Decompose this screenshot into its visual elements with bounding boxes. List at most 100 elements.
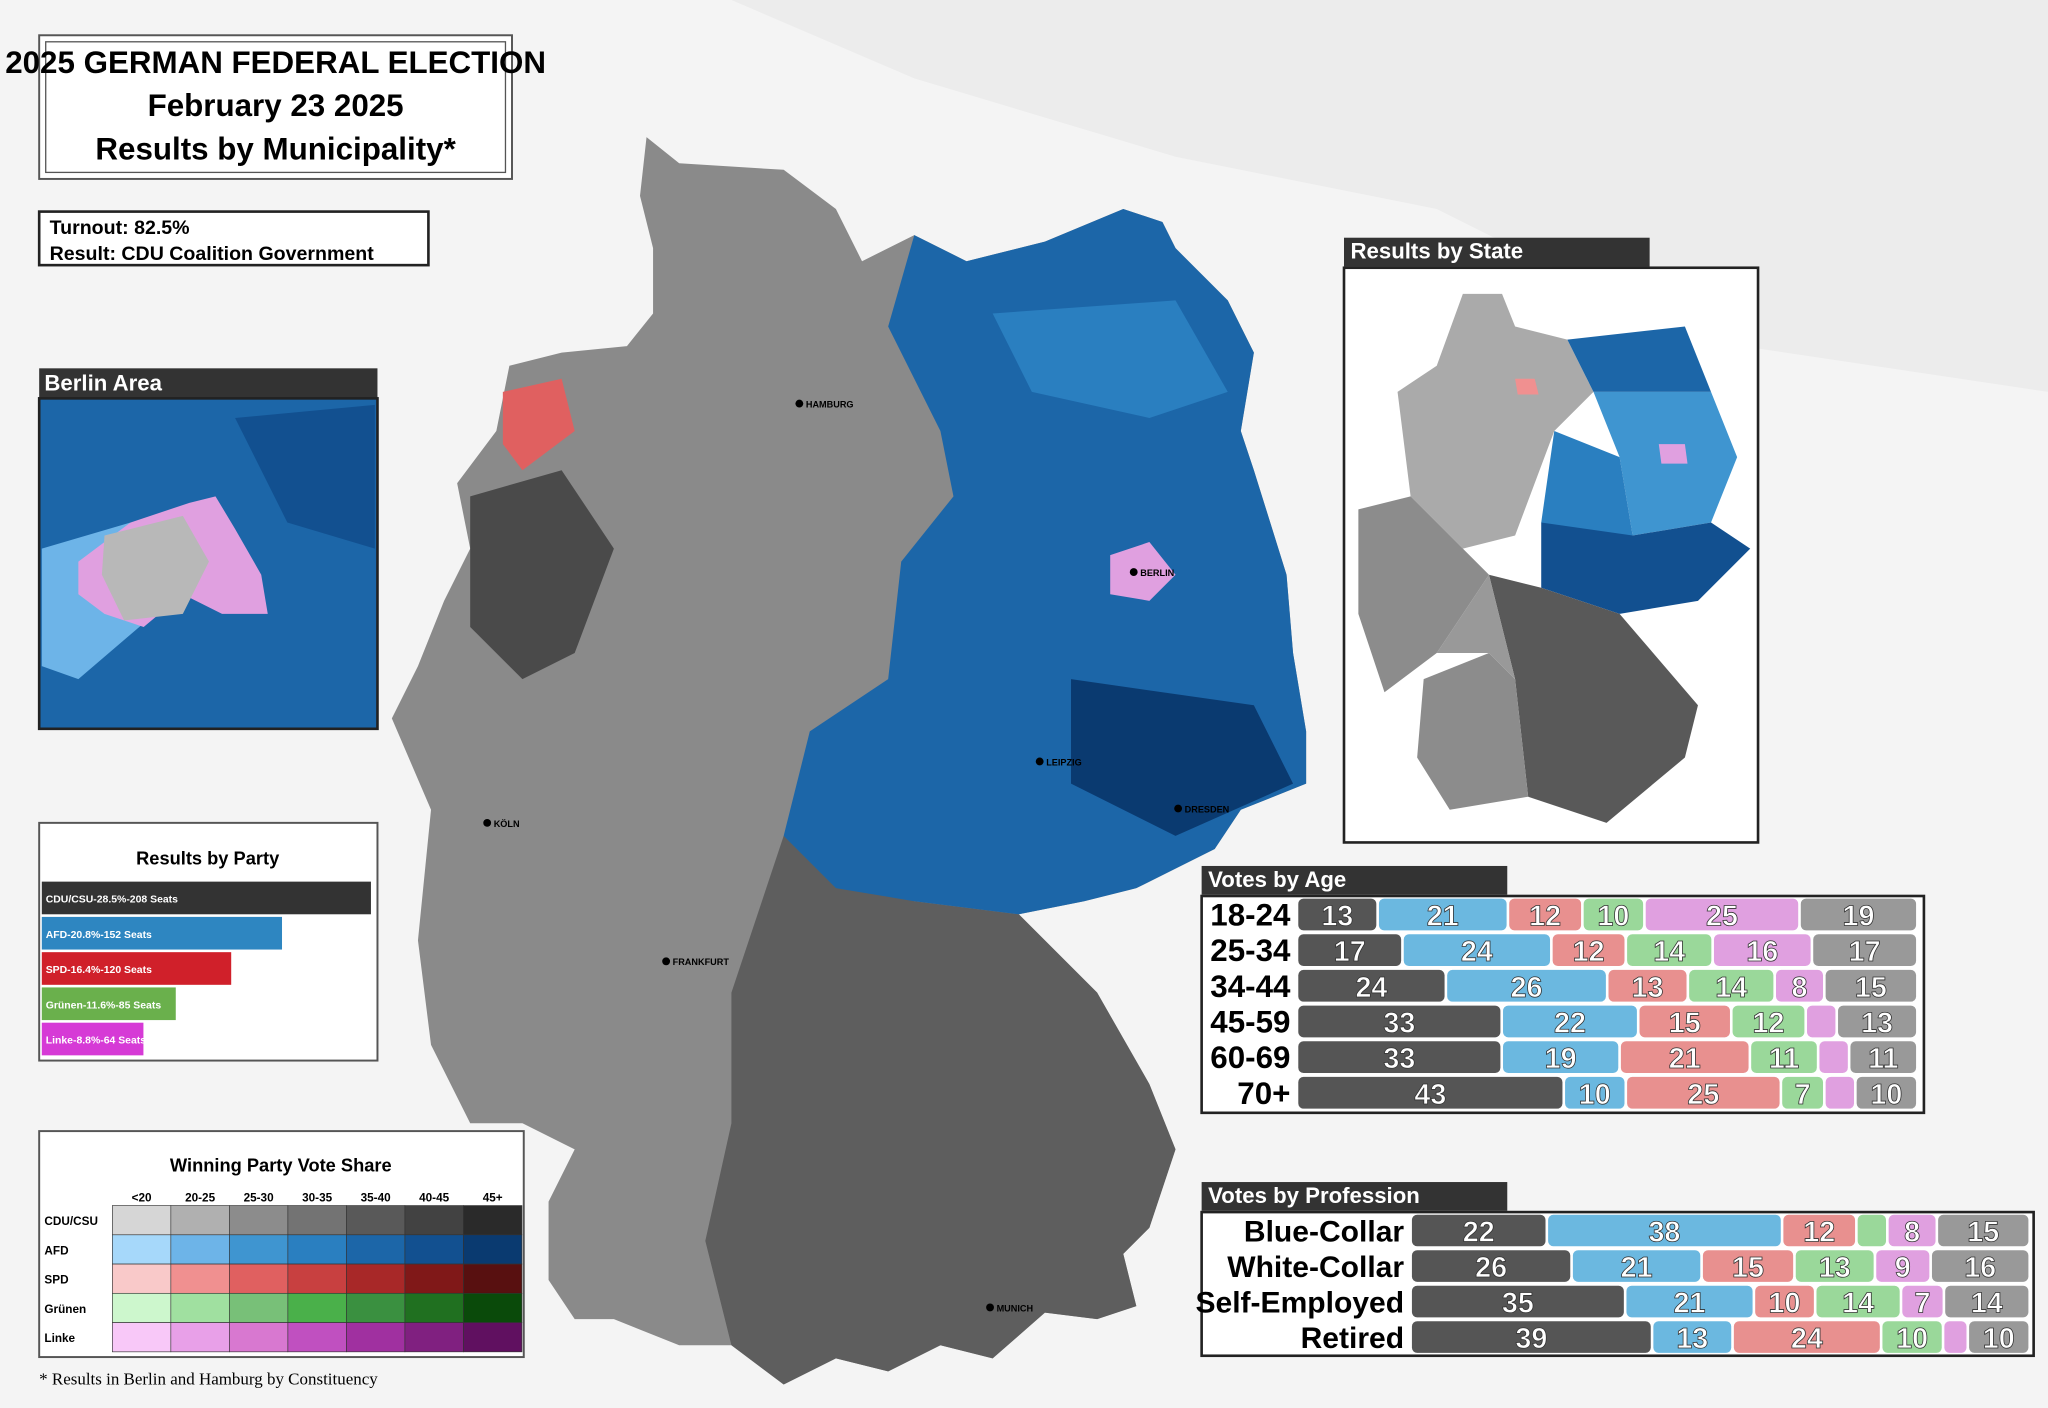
spd-region xyxy=(502,378,575,471)
legend-swatch xyxy=(170,1234,230,1265)
segment xyxy=(1850,1041,1917,1073)
segment xyxy=(1565,1076,1625,1109)
segment xyxy=(1298,969,1445,1002)
city-labels: HAMBURG BERLIN LEIPZIG DRESDEN KÖLN FRANKFURT… xyxy=(483,400,1229,1313)
legend-swatch xyxy=(287,1205,347,1236)
segment xyxy=(1813,934,1917,967)
segment-label: 21 xyxy=(1621,1252,1653,1284)
segment xyxy=(1689,969,1774,1002)
segment-label: 26 xyxy=(1475,1252,1507,1284)
legend-column: 35-40 xyxy=(361,1192,392,1205)
legend-swatch xyxy=(111,1205,172,1236)
legend-swatch xyxy=(404,1292,464,1323)
segment xyxy=(1583,898,1644,931)
legend-swatch xyxy=(170,1205,230,1236)
legend-swatch xyxy=(463,1263,523,1294)
segment xyxy=(1713,934,1811,967)
segment xyxy=(1825,969,1917,1002)
segment-label: 12 xyxy=(1753,1008,1785,1040)
segment xyxy=(1627,1076,1780,1109)
city-label: LEIPZIG xyxy=(1046,757,1082,767)
segment xyxy=(1548,1214,1781,1247)
legend-swatch xyxy=(170,1322,230,1353)
party-bar xyxy=(41,952,232,985)
party-bar xyxy=(41,1022,144,1056)
row-label: Retired xyxy=(1301,1322,1404,1355)
city-dot xyxy=(1129,568,1138,576)
party-bar-label: Grünen-11.6%-85 Seats xyxy=(46,1000,162,1011)
legend-swatch xyxy=(404,1234,464,1265)
legend-swatch xyxy=(111,1263,172,1294)
segment xyxy=(1509,898,1582,931)
segment-label: 21 xyxy=(1669,1043,1701,1075)
city-dot xyxy=(483,818,492,827)
state xyxy=(1397,293,1594,549)
state xyxy=(1541,522,1751,614)
city-dot xyxy=(1035,757,1044,766)
legend: <20 20-25 25-30 30-35 35-40 40-45 45+ CDU/CSU AF… xyxy=(44,1192,523,1353)
row-label: 25-34 xyxy=(1210,933,1291,968)
segment xyxy=(1411,1285,1624,1318)
title-box xyxy=(38,34,513,180)
legend-swatch xyxy=(170,1292,230,1323)
row-label: 45-59 xyxy=(1210,1005,1290,1040)
row-label: 18-24 xyxy=(1210,898,1291,933)
segment xyxy=(1733,1321,1880,1353)
state xyxy=(1436,574,1516,680)
info-line: Turnout: 82.5% xyxy=(50,217,190,239)
legend-row-name: AFD xyxy=(44,1244,68,1257)
berlin-region xyxy=(1110,542,1176,601)
legend-swatch xyxy=(463,1205,523,1236)
segment xyxy=(1795,1250,1874,1282)
info-line: Result: CDU Coalition Government xyxy=(50,243,375,265)
segment xyxy=(1702,1250,1794,1282)
legend-row-name: CDU/CSU xyxy=(44,1215,98,1228)
state-map xyxy=(1358,293,1751,823)
segment-label: 14 xyxy=(1842,1288,1874,1320)
segment-label: 15 xyxy=(1855,972,1887,1004)
segment xyxy=(1969,1321,2029,1353)
city-label: FRANKFURT xyxy=(673,957,730,967)
segment xyxy=(1626,1285,1753,1318)
segment xyxy=(1411,1214,1546,1247)
segment-label: 12 xyxy=(1803,1217,1835,1249)
segment-label: 21 xyxy=(1674,1288,1706,1320)
segment xyxy=(1944,1321,1967,1353)
segment-label: 33 xyxy=(1383,1043,1415,1075)
row-label: 60-69 xyxy=(1210,1040,1290,1075)
segment-label: 10 xyxy=(1870,1079,1902,1111)
segment xyxy=(1876,1250,1930,1282)
segment-label: 25 xyxy=(1687,1079,1719,1111)
legend-row-name: Grünen xyxy=(44,1303,86,1316)
party-bar xyxy=(41,881,371,915)
legend-swatch xyxy=(404,1322,464,1353)
segment xyxy=(1298,1005,1501,1038)
segment xyxy=(1572,1250,1701,1282)
segment-label: 14 xyxy=(1653,936,1685,968)
state xyxy=(1417,653,1529,810)
segment-label: 13 xyxy=(1321,901,1353,933)
legend-swatch xyxy=(111,1292,172,1323)
city-label: KÖLN xyxy=(494,819,520,829)
info: Turnout: 82.5% Result: CDU Coalition Gove… xyxy=(50,217,375,265)
segment-label: 24 xyxy=(1791,1323,1823,1355)
segment xyxy=(1857,1214,1887,1247)
segment xyxy=(1819,1041,1848,1073)
segment-label: 19 xyxy=(1545,1043,1577,1075)
segment-label: 38 xyxy=(1648,1217,1680,1249)
party-bar xyxy=(41,987,176,1021)
segment xyxy=(1608,969,1687,1002)
info-box xyxy=(37,210,430,267)
south-region xyxy=(705,835,1176,1385)
segment-label: 16 xyxy=(1964,1252,1996,1284)
segment-label: 13 xyxy=(1819,1252,1851,1284)
legend-swatch xyxy=(346,1292,406,1323)
state xyxy=(1358,496,1489,693)
legend-swatch xyxy=(229,1263,289,1294)
legend-swatch xyxy=(170,1263,230,1294)
segment-label: 8 xyxy=(1792,972,1808,1004)
segment-label: 10 xyxy=(1769,1288,1801,1320)
east-light-region xyxy=(992,300,1228,418)
segment-label: 22 xyxy=(1554,1008,1586,1040)
state-hamburg xyxy=(1515,378,1539,395)
